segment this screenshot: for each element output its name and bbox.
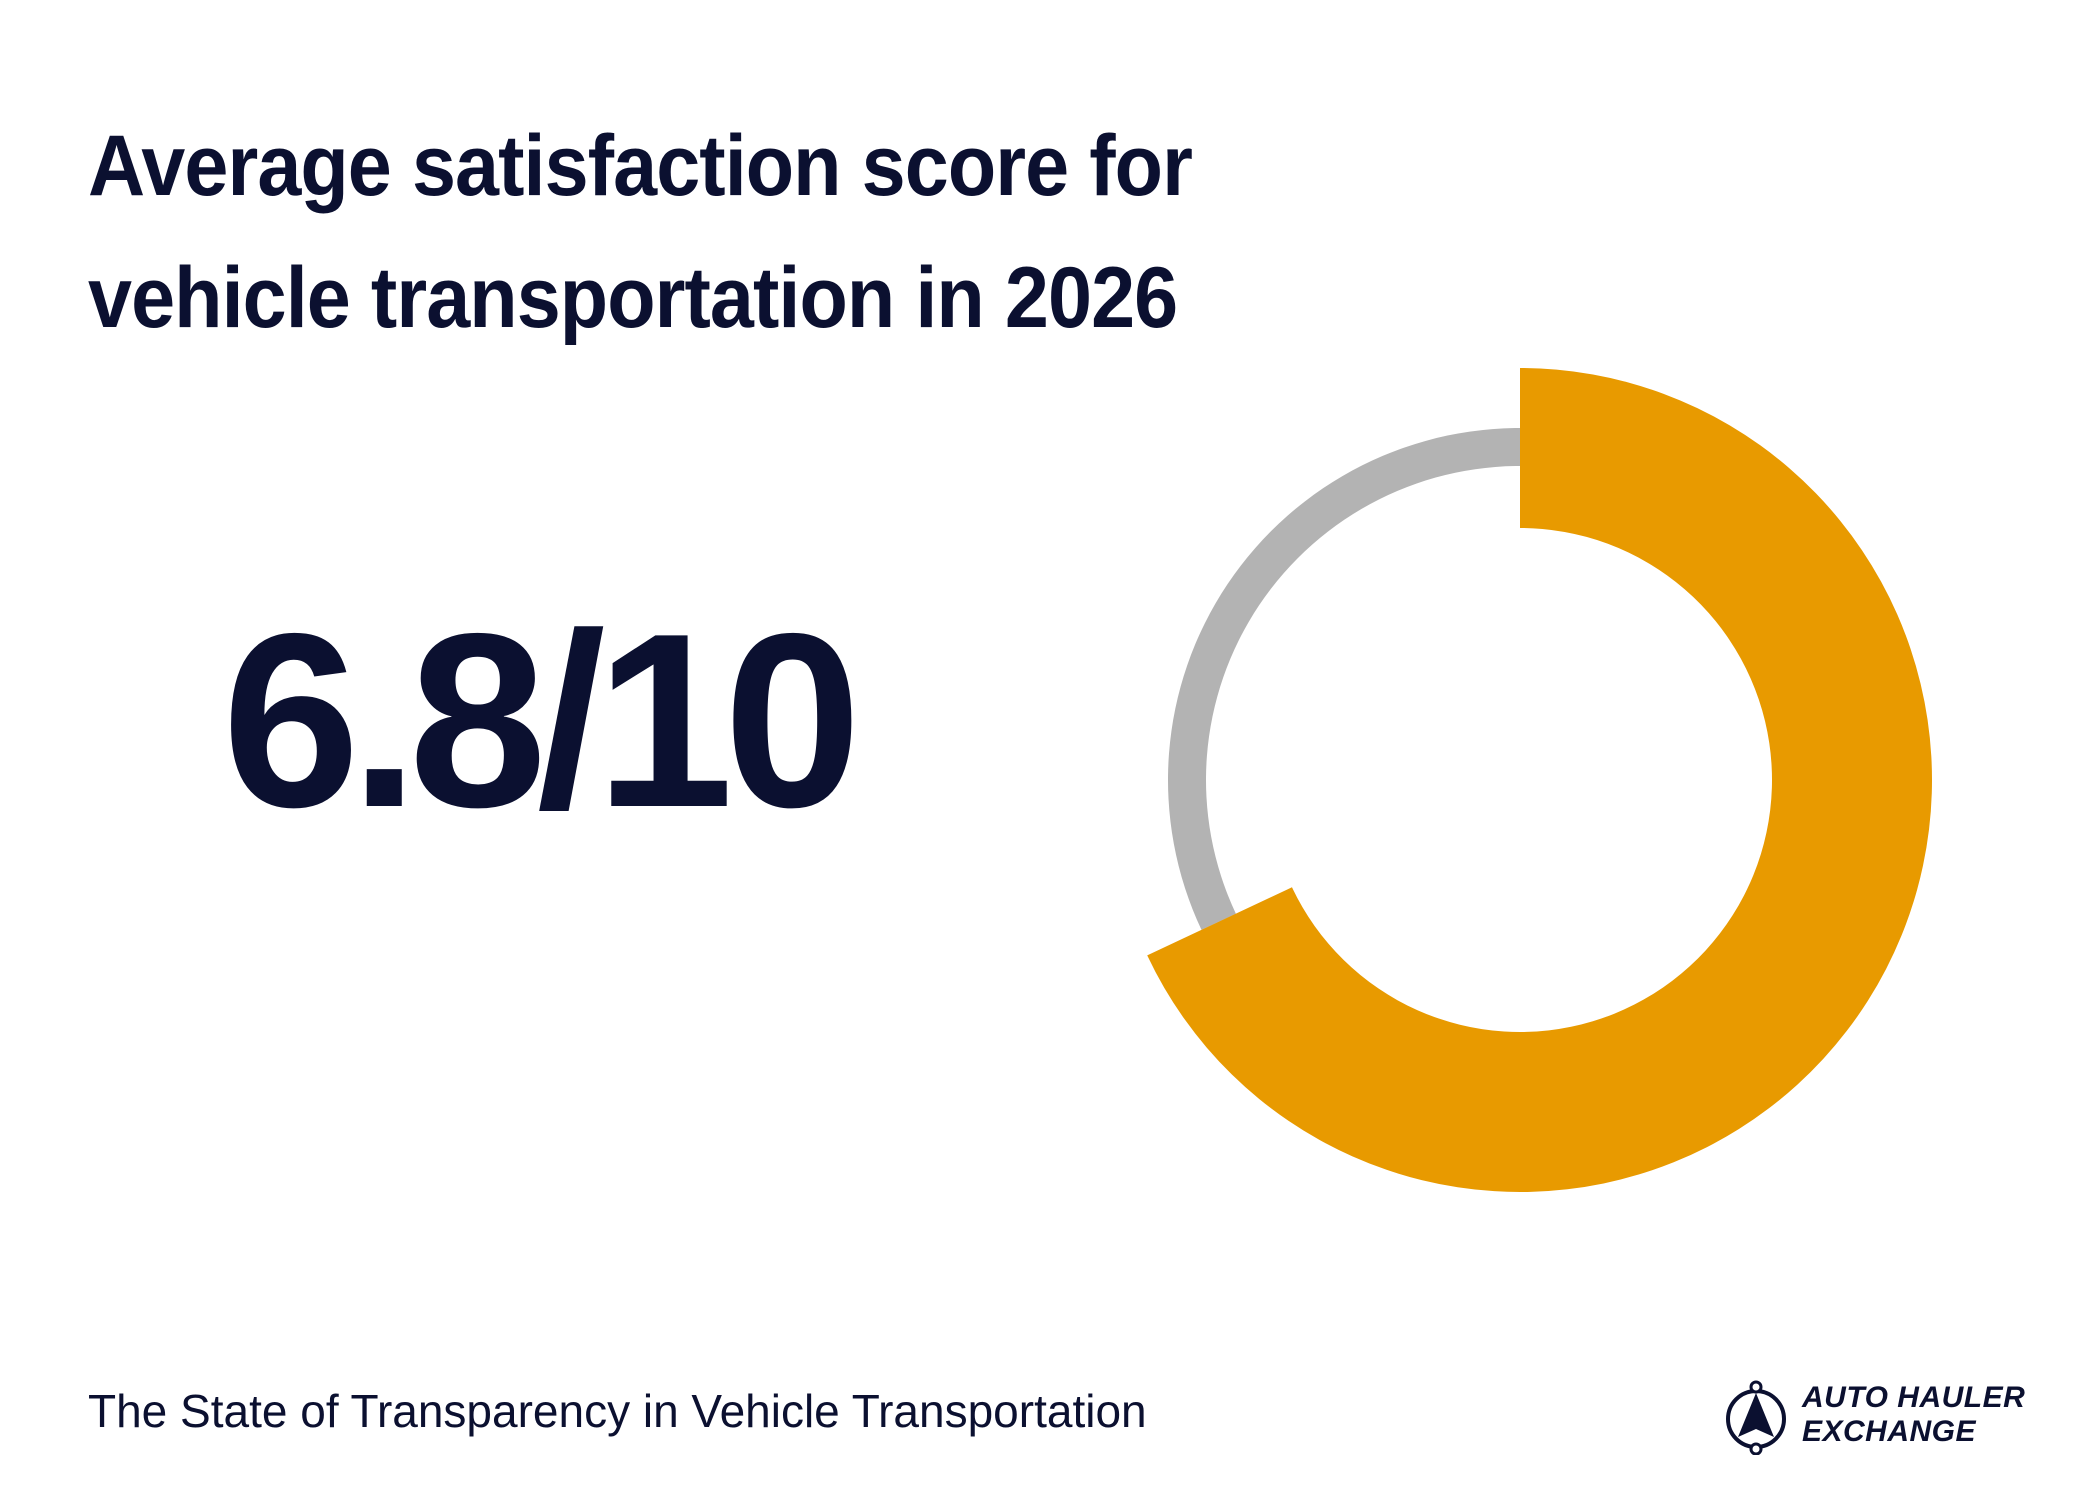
brand-name-line-2: EXCHANGE (1802, 1415, 1977, 1448)
donut-slice-remaining (1168, 428, 1538, 930)
brand-wordmark: AUTO HAULER EXCHANGE (1802, 1381, 2025, 1449)
donut-slice-score (1147, 368, 1932, 1192)
brand-name-line-1: AUTO HAULER (1802, 1381, 2026, 1414)
report-footer-title: The State of Transparency in Vehicle Tra… (88, 1385, 1147, 1437)
auto-hauler-exchange-logo-icon (1726, 1380, 1786, 1455)
chart-title-line-1: Average satisfaction score for (88, 118, 1193, 214)
chart-title-line-2: vehicle transportation in 2026 (88, 250, 1178, 346)
chart-title: Average satisfaction score for vehicle t… (88, 100, 1284, 364)
brand-logo: AUTO HAULER EXCHANGE (1722, 1370, 2025, 1460)
score-donut-chart (1147, 368, 1932, 1192)
headline-score-value: 6.8/10 (222, 581, 862, 859)
